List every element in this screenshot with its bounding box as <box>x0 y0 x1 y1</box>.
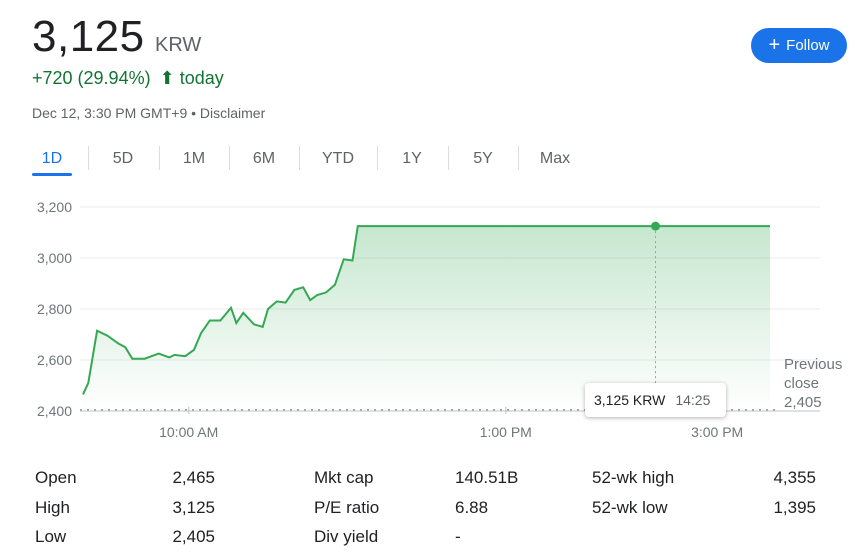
tab-1d[interactable]: 1D <box>41 150 63 167</box>
key-stats: Open 2,465 High 3,125 Low 2,405 Mkt cap … <box>35 462 835 552</box>
y-tick-label: 3,200 <box>37 199 72 215</box>
plus-icon: + <box>768 33 781 56</box>
stat-open-value: 2,465 <box>172 468 215 487</box>
tab-divider <box>377 146 378 170</box>
stat-mkt-cap-label: Mkt cap <box>314 468 374 487</box>
tab-ytd[interactable]: YTD <box>322 150 354 167</box>
previous-close-value: 2,405 <box>784 394 822 411</box>
stat-open-label: Open <box>35 468 77 487</box>
tab-6m[interactable]: 6M <box>252 150 276 167</box>
tab-divider <box>448 146 449 170</box>
price-area-fill <box>83 226 770 410</box>
stat-52wk-high-label: 52-wk high <box>592 468 675 487</box>
tab-divider <box>229 146 230 170</box>
y-tick-label: 2,600 <box>37 352 72 368</box>
stat-52wk-low-label: 52-wk low <box>592 498 668 517</box>
change-suffix: today <box>179 68 224 88</box>
quote-timestamp[interactable]: Dec 12, 3:30 PM GMT+9 • Disclaimer <box>32 105 266 121</box>
stat-high-label: High <box>35 498 70 517</box>
currency-label: KRW <box>155 34 202 56</box>
stat-low-value: 2,405 <box>172 527 215 546</box>
stat-52wk-high-value: 4,355 <box>773 468 816 487</box>
tab-divider <box>88 146 89 170</box>
active-tab-indicator <box>32 173 72 176</box>
tab-5d[interactable]: 5D <box>112 150 134 167</box>
tab-1y[interactable]: 1Y <box>402 150 422 167</box>
previous-close-label: Previous close 2,405 <box>784 356 843 411</box>
stat-high-value: 3,125 <box>172 498 215 517</box>
tab-divider <box>518 146 519 170</box>
tooltip-price: 3,125 KRW <box>594 392 666 408</box>
y-tick-label: 2,800 <box>37 301 72 317</box>
follow-button[interactable]: + Follow <box>751 28 847 63</box>
y-tick-label: 2,400 <box>37 403 72 419</box>
price-chart[interactable]: 3,200 3,000 2,800 2,600 2,400 10:00 AM 1:00 P… <box>0 190 867 450</box>
stat-div-yield-label: Div yield <box>314 527 379 546</box>
price-change: +720 (29.94%) ⬆ today <box>32 68 224 89</box>
price-tooltip: 3,125 KRW 14:25 <box>585 383 726 417</box>
stat-div-yield-value: - <box>455 527 461 546</box>
tab-max[interactable]: Max <box>539 150 571 167</box>
up-arrow-icon: ⬆ <box>159 68 175 88</box>
tab-5y[interactable]: 5Y <box>473 150 493 167</box>
x-tick-label: 3:00 PM <box>691 424 743 440</box>
change-value: +720 (29.94%) <box>32 68 151 88</box>
x-tick-label: 10:00 AM <box>159 424 218 440</box>
tooltip-time: 14:25 <box>675 392 711 408</box>
range-tabs: 1D 5D 1M 6M YTD 1Y 5Y Max <box>32 140 592 180</box>
stat-low-label: Low <box>35 527 67 546</box>
x-tick-label: 1:00 PM <box>480 424 532 440</box>
stat-pe-ratio-label: P/E ratio <box>314 498 380 517</box>
stat-mkt-cap-value: 140.51B <box>455 468 519 487</box>
y-tick-label: 3,000 <box>37 250 72 266</box>
tab-divider <box>299 146 300 170</box>
highlight-point <box>651 221 660 231</box>
stat-pe-ratio-value: 6.88 <box>455 498 489 517</box>
stat-52wk-low-value: 1,395 <box>773 498 816 517</box>
price-line <box>82 225 770 395</box>
tab-1m[interactable]: 1M <box>182 150 206 167</box>
follow-button-label: Follow <box>786 37 830 54</box>
tab-divider <box>159 146 160 170</box>
stock-price: 3,125 <box>32 12 145 61</box>
